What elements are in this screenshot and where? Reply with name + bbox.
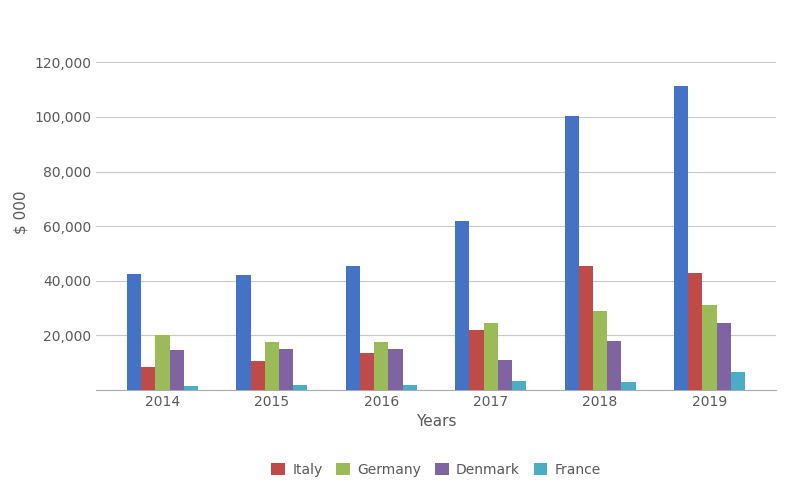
Bar	[688, 272, 702, 390]
Bar	[141, 367, 155, 390]
Bar	[250, 362, 265, 390]
Bar	[155, 336, 170, 390]
Bar	[279, 349, 294, 390]
Bar	[170, 350, 184, 390]
Bar	[294, 385, 307, 390]
Bar	[674, 86, 688, 390]
Bar	[402, 385, 417, 390]
Bar	[360, 353, 374, 390]
Bar	[578, 266, 593, 390]
Bar	[498, 360, 512, 390]
Bar	[184, 386, 198, 390]
Bar	[470, 330, 483, 390]
Bar	[346, 266, 360, 390]
Bar	[731, 372, 745, 390]
Bar	[389, 349, 402, 390]
Bar	[593, 311, 607, 390]
Bar	[374, 342, 389, 390]
Bar	[265, 342, 279, 390]
Bar	[565, 116, 578, 390]
Bar	[622, 382, 636, 390]
Y-axis label: $ 000: $ 000	[14, 190, 29, 234]
X-axis label: Years: Years	[416, 414, 456, 430]
Bar	[717, 323, 731, 390]
Bar	[236, 276, 250, 390]
Bar	[127, 274, 141, 390]
Bar	[483, 323, 498, 390]
Bar	[702, 306, 717, 390]
Legend: Italy, Germany, Denmark, France: Italy, Germany, Denmark, France	[266, 458, 606, 482]
Bar	[607, 341, 622, 390]
Bar	[512, 382, 526, 390]
Bar	[455, 220, 470, 390]
